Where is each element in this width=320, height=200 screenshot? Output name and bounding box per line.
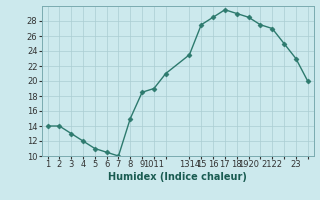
X-axis label: Humidex (Indice chaleur): Humidex (Indice chaleur): [108, 172, 247, 182]
